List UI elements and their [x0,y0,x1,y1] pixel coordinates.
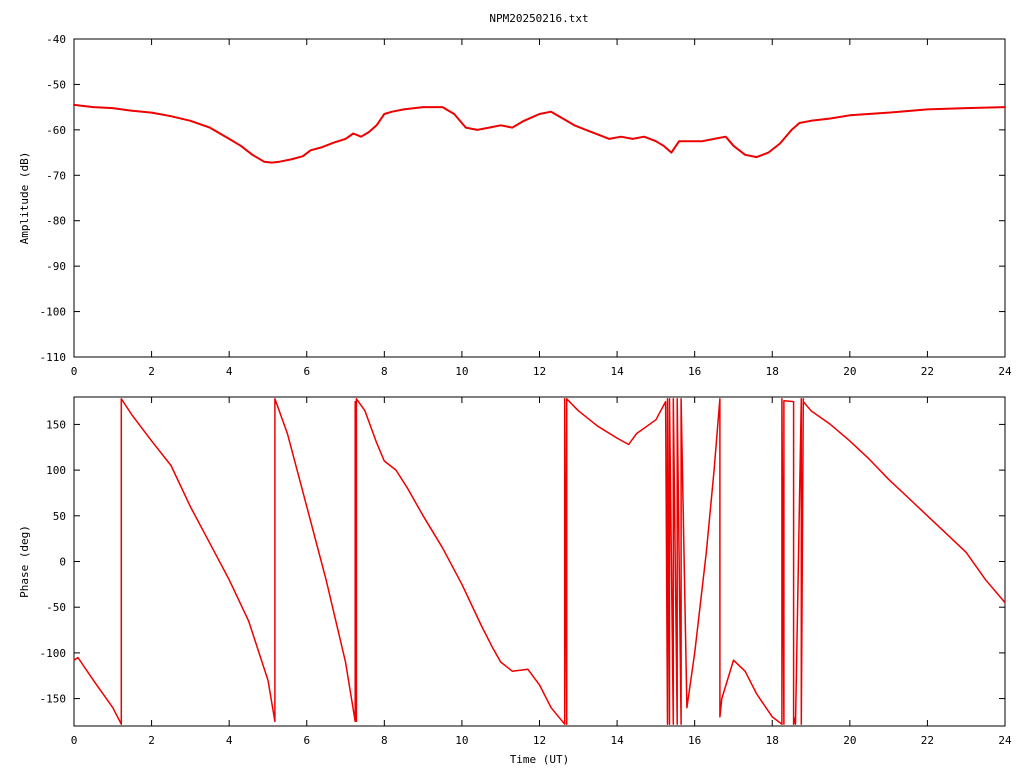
y-tick-label-phase: 150 [46,418,66,431]
x-tick-label-phase: 0 [71,734,78,747]
x-tick-label-amplitude: 20 [843,365,856,378]
x-tick-label-phase: 18 [766,734,779,747]
x-tick-label-amplitude: 8 [381,365,388,378]
x-tick-label-amplitude: 22 [921,365,934,378]
x-tick-label-phase: 4 [226,734,233,747]
y-tick-label-phase: 50 [53,510,66,523]
x-axis-label-phase: Time (UT) [510,753,570,766]
y-tick-label-phase: -150 [40,693,67,706]
x-tick-label-amplitude: 14 [610,365,624,378]
chart-title: NPM20250216.txt [489,12,588,25]
x-tick-label-phase: 14 [610,734,624,747]
y-tick-label-phase: 0 [59,556,66,569]
y-tick-label-amplitude: -70 [46,169,66,182]
y-tick-label-amplitude: -60 [46,124,66,137]
x-tick-label-phase: 2 [148,734,155,747]
x-tick-label-amplitude: 16 [688,365,701,378]
x-tick-label-amplitude: 24 [998,365,1012,378]
panel-amplitude: 0 2 4 6 8 10 12 14 16 18 20 22 24-40-50-60-70-80-90-… [18,33,1012,378]
plot-frame-amplitude [73,38,1006,358]
y-axis-label-amplitude: Amplitude (dB) [18,152,31,245]
series-line-amplitude [73,103,1006,164]
x-tick-label-amplitude: 4 [226,365,233,378]
x-tick-label-amplitude: 2 [148,365,155,378]
x-tick-label-phase: 20 [843,734,856,747]
x-tick-label-amplitude: 12 [533,365,546,378]
x-tick-label-amplitude: 0 [71,365,78,378]
x-tick-label-amplitude: 18 [766,365,779,378]
x-tick-label-phase: 24 [998,734,1012,747]
y-tick-label-phase: -50 [46,601,66,614]
panel-phase: 0 2 4 6 8 10 12 14 16 18 20 22 24150100500-50-100-15… [18,396,1012,766]
y-tick-label-amplitude: -40 [46,33,66,46]
series-line-phase [73,398,1006,725]
y-tick-label-amplitude: -110 [40,351,67,364]
x-tick-label-amplitude: 6 [303,365,310,378]
plot-frame-phase [73,396,1006,727]
y-tick-label-phase: -100 [40,647,67,660]
y-axis-label-phase: Phase (deg) [18,525,31,598]
x-tick-label-phase: 12 [533,734,546,747]
x-tick-label-phase: 22 [921,734,934,747]
x-tick-label-amplitude: 10 [455,365,468,378]
x-tick-label-phase: 6 [303,734,310,747]
y-tick-label-phase: 100 [46,464,66,477]
y-tick-label-amplitude: -80 [46,215,66,228]
x-tick-label-phase: 8 [381,734,388,747]
x-tick-label-phase: 10 [455,734,468,747]
y-tick-label-amplitude: -50 [46,78,66,91]
y-tick-label-amplitude: -90 [46,260,66,273]
y-tick-label-amplitude: -100 [40,306,67,319]
x-tick-label-phase: 16 [688,734,701,747]
